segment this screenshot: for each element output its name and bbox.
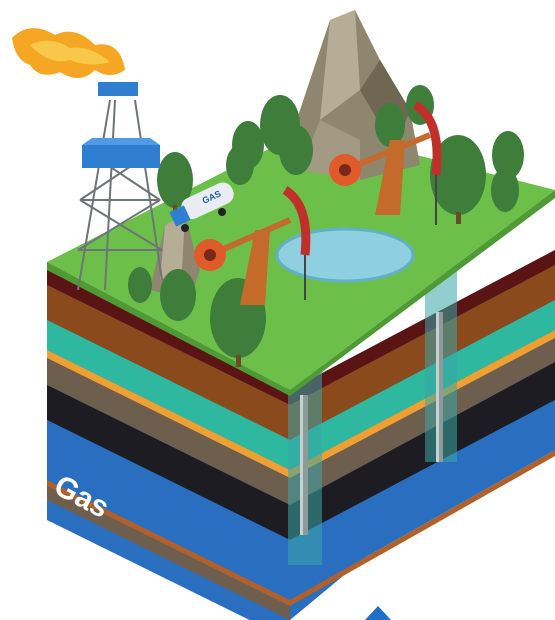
pond-icon	[275, 227, 415, 283]
well-pipe-icon	[288, 262, 457, 565]
soil-layers-right-face	[290, 250, 555, 620]
gas-tanker-truck-icon: GAS	[169, 182, 234, 232]
arrow-up-icon	[365, 606, 391, 620]
flare-flame-icon	[12, 28, 125, 79]
pumpjack-icon	[329, 101, 442, 225]
soil-layers-left-face	[47, 270, 290, 620]
pumpjack-icon	[194, 186, 311, 305]
rig-platforms	[82, 82, 160, 168]
